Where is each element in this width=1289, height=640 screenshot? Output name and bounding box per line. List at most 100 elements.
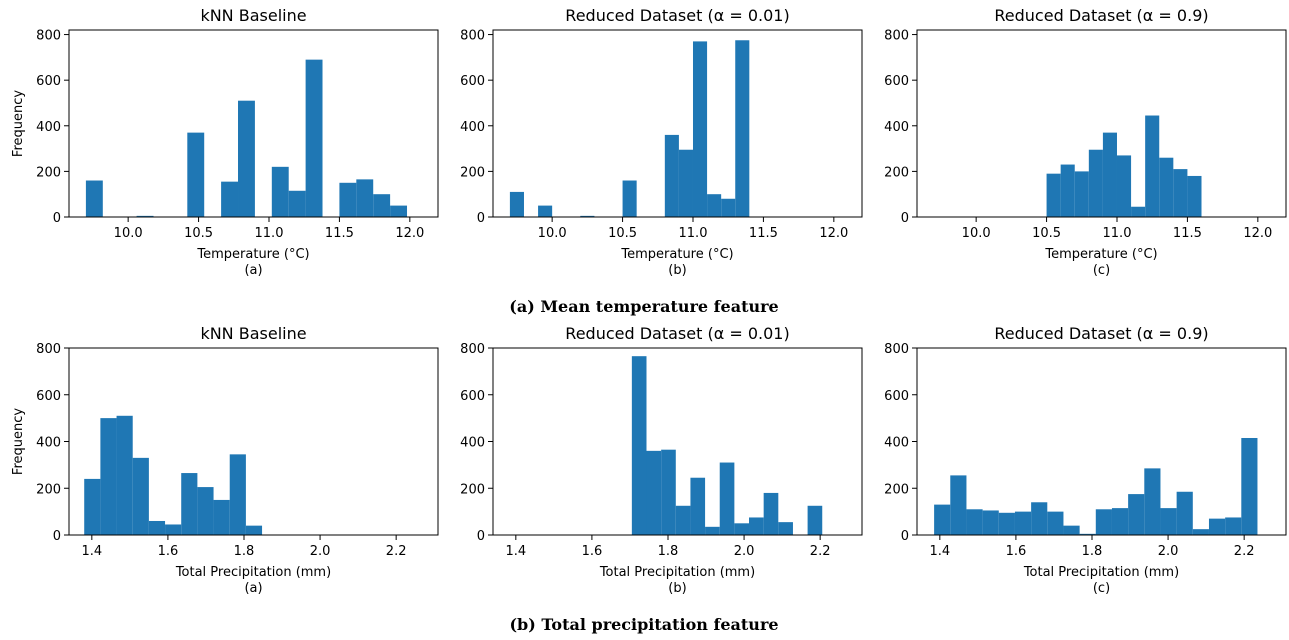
x-tick-label: 11.0	[1103, 226, 1132, 241]
y-tick-label: 600	[36, 74, 61, 89]
y-tick-label: 800	[36, 342, 61, 357]
x-tick-label: 2.0	[1158, 544, 1179, 559]
x-tick-label: 12.0	[819, 226, 848, 241]
x-tick-label: 2.0	[310, 544, 331, 559]
histogram-bar	[356, 179, 374, 217]
y-tick-label: 0	[477, 211, 485, 226]
x-tick-label: 1.6	[582, 544, 603, 559]
panel-sublabel: (c)	[1093, 581, 1110, 596]
x-tick-label: 1.8	[234, 544, 255, 559]
histogram-bar	[807, 505, 823, 535]
y-axis-label: Frequency	[11, 408, 26, 475]
chart-title: kNN Baseline	[200, 6, 306, 25]
x-tick-label: 10.5	[1032, 226, 1061, 241]
histogram-bar	[646, 450, 662, 535]
histogram-bar	[1145, 115, 1160, 217]
histogram-bar	[509, 191, 524, 217]
histogram-bar	[1079, 533, 1096, 535]
x-tick-label: 11.5	[325, 226, 354, 241]
histogram-bar	[1131, 206, 1146, 217]
histogram-bar	[132, 457, 149, 535]
x-tick-label: 1.8	[1082, 544, 1103, 559]
y-tick-label: 800	[460, 29, 485, 44]
chart-1: 10.0 10.5 11.0 11.5 12.0 0 200 400 600 800 kNN Bas…	[11, 6, 439, 278]
histogram-bar	[734, 523, 750, 535]
panel-sublabel: (a)	[244, 263, 262, 278]
histogram-bar	[1208, 518, 1226, 535]
histogram-bar	[950, 475, 967, 535]
x-tick-label: 1.4	[505, 544, 526, 559]
y-tick-label: 400	[884, 120, 909, 135]
histogram-bar	[719, 462, 735, 535]
histogram-bar	[631, 356, 647, 535]
y-tick-label: 0	[901, 529, 909, 544]
histogram-bar	[1060, 164, 1075, 217]
x-tick-label: 10.0	[538, 226, 567, 241]
x-tick-label: 11.0	[679, 226, 708, 241]
histogram-bar	[705, 526, 720, 535]
chart-4: 1.4 1.6 1.8 2.0 2.2 0 200 400 600 800 kNN Baseline…	[11, 324, 439, 596]
x-axis-label: Total Precipitation (mm)	[175, 565, 331, 580]
x-tick-label: 10.5	[608, 226, 637, 241]
y-tick-label: 200	[884, 165, 909, 180]
x-tick-label: 2.2	[1234, 544, 1255, 559]
histogram-bar	[1046, 173, 1061, 217]
histogram-bar	[238, 100, 255, 217]
histogram-bar	[1173, 169, 1188, 217]
histogram-bar	[1063, 525, 1080, 535]
histogram-bar	[721, 198, 736, 217]
histogram-bar	[245, 525, 263, 535]
histogram-bar	[778, 522, 793, 535]
x-tick-label: 12.0	[395, 226, 424, 241]
x-tick-label: 10.5	[184, 226, 213, 241]
x-tick-label: 2.0	[734, 544, 755, 559]
histogram-bar	[100, 418, 117, 535]
x-tick-label: 10.0	[962, 226, 991, 241]
x-axis-label: Temperature (°C)	[1044, 247, 1157, 262]
x-tick-label: 12.0	[1243, 226, 1272, 241]
panel-sublabel: (c)	[1093, 263, 1110, 278]
histogram-bar	[271, 166, 289, 217]
y-tick-label: 800	[884, 29, 909, 44]
histogram-bar	[1047, 511, 1064, 535]
histogram-bar	[763, 492, 779, 535]
chart-title: kNN Baseline	[200, 324, 306, 343]
y-tick-label: 800	[460, 342, 485, 357]
y-tick-label: 0	[53, 529, 61, 544]
histogram-bar	[675, 505, 691, 535]
x-tick-label: 1.6	[1006, 544, 1027, 559]
y-axis-label: Frequency	[11, 90, 26, 157]
histogram-bar	[1225, 517, 1242, 535]
x-tick-label: 2.2	[386, 544, 407, 559]
histogram-bar	[749, 517, 764, 535]
histogram-bar	[690, 477, 706, 535]
histogram-bar	[692, 41, 708, 218]
x-axis-label: Total Precipitation (mm)	[1023, 565, 1179, 580]
histogram-bar	[1074, 171, 1089, 217]
histogram-bar	[1144, 468, 1161, 535]
histogram-bar	[966, 509, 983, 535]
chart-2: 10.0 10.5 11.0 11.5 12.0 0 200 400 600 800 Reduced…	[460, 6, 863, 278]
y-tick-label: 600	[884, 389, 909, 404]
panel-sublabel: (b)	[668, 263, 686, 278]
caption-mean-temperature: (a) Mean temperature feature	[509, 297, 778, 316]
x-tick-label: 1.8	[658, 544, 679, 559]
x-tick-label: 2.2	[810, 544, 831, 559]
x-tick-label: 10.0	[114, 226, 143, 241]
y-tick-label: 0	[901, 211, 909, 226]
y-tick-label: 200	[460, 165, 485, 180]
histogram-bar	[165, 524, 182, 535]
histogram-bar	[116, 415, 133, 535]
histogram-bar	[1192, 529, 1209, 535]
histogram-bar	[373, 194, 391, 217]
caption-total-precipitation: (b) Total precipitation feature	[509, 615, 778, 634]
y-tick-label: 0	[53, 211, 61, 226]
x-axis-label: Temperature (°C)	[620, 247, 733, 262]
y-tick-label: 200	[884, 482, 909, 497]
y-tick-label: 800	[884, 342, 909, 357]
histogram-bar	[288, 190, 306, 217]
histogram-bar	[1111, 508, 1129, 535]
x-axis-label: Total Precipitation (mm)	[599, 565, 755, 580]
histogram-bar	[187, 132, 205, 217]
